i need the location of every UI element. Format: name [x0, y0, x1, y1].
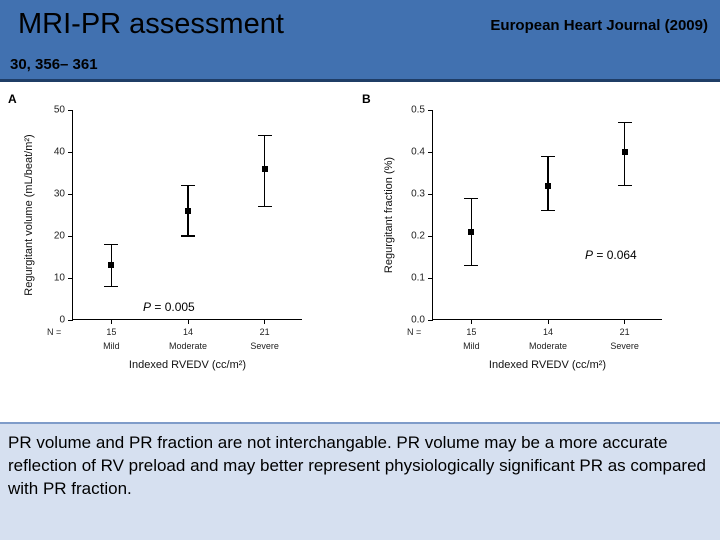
x-n-value: 14: [543, 327, 553, 337]
x-n-value: 15: [106, 327, 116, 337]
mean-point: [185, 208, 191, 214]
y-tick: [68, 194, 73, 195]
mean-point: [108, 262, 114, 268]
y-tick: [68, 110, 73, 111]
charts-row: A 01020304050Regurgitant volume (mL/beat…: [0, 90, 720, 410]
y-tick-label: 0.1: [411, 273, 425, 284]
slide-title: MRI-PR assessment: [18, 8, 284, 41]
journal-citation: European Heart Journal (2009): [490, 17, 708, 34]
y-tick-label: 0.0: [411, 315, 425, 326]
x-category-label: Severe: [610, 341, 639, 351]
n-equals-label: N =: [47, 327, 61, 337]
x-n-value: 21: [260, 327, 270, 337]
x-category-label: Moderate: [529, 341, 567, 351]
y-tick: [68, 236, 73, 237]
y-tick: [428, 278, 433, 279]
x-tick: [624, 319, 625, 324]
y-tick-label: 50: [54, 105, 65, 116]
x-tick: [188, 319, 189, 324]
x-tick: [111, 319, 112, 324]
x-n-value: 21: [620, 327, 630, 337]
p-value-label: P = 0.064: [585, 248, 637, 262]
journal-pages: 30, 356– 361: [10, 56, 98, 73]
y-tick: [428, 110, 433, 111]
error-cap: [618, 185, 632, 186]
error-cap: [104, 244, 118, 245]
y-tick-label: 0.2: [411, 231, 425, 242]
y-tick: [68, 320, 73, 321]
y-tick: [428, 152, 433, 153]
x-category-label: Mild: [103, 341, 120, 351]
y-axis-label: Regurgitant volume (mL/beat/m²): [23, 134, 35, 295]
x-tick: [264, 319, 265, 324]
error-cap: [464, 265, 478, 266]
error-cap: [258, 135, 272, 136]
x-tick: [471, 319, 472, 324]
p-value-label: P = 0.005: [143, 300, 195, 314]
x-n-value: 14: [183, 327, 193, 337]
plot-area: 0.00.10.20.30.40.5Regurgitant fraction (…: [432, 110, 662, 320]
y-axis-label: Regurgitant fraction (%): [383, 156, 395, 272]
y-tick-label: 0.3: [411, 189, 425, 200]
y-tick: [68, 278, 73, 279]
y-tick-label: 30: [54, 189, 65, 200]
slide-footer: PR volume and PR fraction are not interc…: [0, 422, 720, 540]
error-cap: [181, 185, 195, 186]
chart-panel-b: B 0.00.10.20.30.40.5Regurgitant fraction…: [360, 90, 720, 410]
mean-point: [622, 149, 628, 155]
x-category-label: Mild: [463, 341, 480, 351]
error-cap: [618, 122, 632, 123]
y-tick-label: 20: [54, 231, 65, 242]
x-axis-label: Indexed RVEDV (cc/m²): [129, 359, 246, 371]
error-cap: [104, 286, 118, 287]
slide-header: MRI-PR assessment European Heart Journal…: [0, 0, 720, 82]
x-category-label: Severe: [250, 341, 279, 351]
x-tick: [548, 319, 549, 324]
error-cap: [541, 156, 555, 157]
error-cap: [258, 206, 272, 207]
mean-point: [545, 183, 551, 189]
x-n-value: 15: [466, 327, 476, 337]
mean-point: [262, 166, 268, 172]
y-tick-label: 0.5: [411, 105, 425, 116]
error-cap: [464, 198, 478, 199]
error-cap: [181, 235, 195, 236]
chart-panel-a: A 01020304050Regurgitant volume (mL/beat…: [0, 90, 360, 410]
y-tick: [428, 236, 433, 237]
y-tick-label: 10: [54, 273, 65, 284]
n-equals-label: N =: [407, 327, 421, 337]
panel-letter-a: A: [8, 92, 17, 106]
plot-area: 01020304050Regurgitant volume (mL/beat/m…: [72, 110, 302, 320]
y-tick: [68, 152, 73, 153]
y-tick: [428, 320, 433, 321]
y-tick-label: 0: [59, 315, 65, 326]
error-cap: [541, 210, 555, 211]
y-tick-label: 0.4: [411, 147, 425, 158]
y-tick: [428, 194, 433, 195]
mean-point: [468, 229, 474, 235]
footer-text: PR volume and PR fraction are not interc…: [8, 432, 712, 501]
y-tick-label: 40: [54, 147, 65, 158]
x-axis-label: Indexed RVEDV (cc/m²): [489, 359, 606, 371]
panel-letter-b: B: [362, 92, 371, 106]
x-category-label: Moderate: [169, 341, 207, 351]
